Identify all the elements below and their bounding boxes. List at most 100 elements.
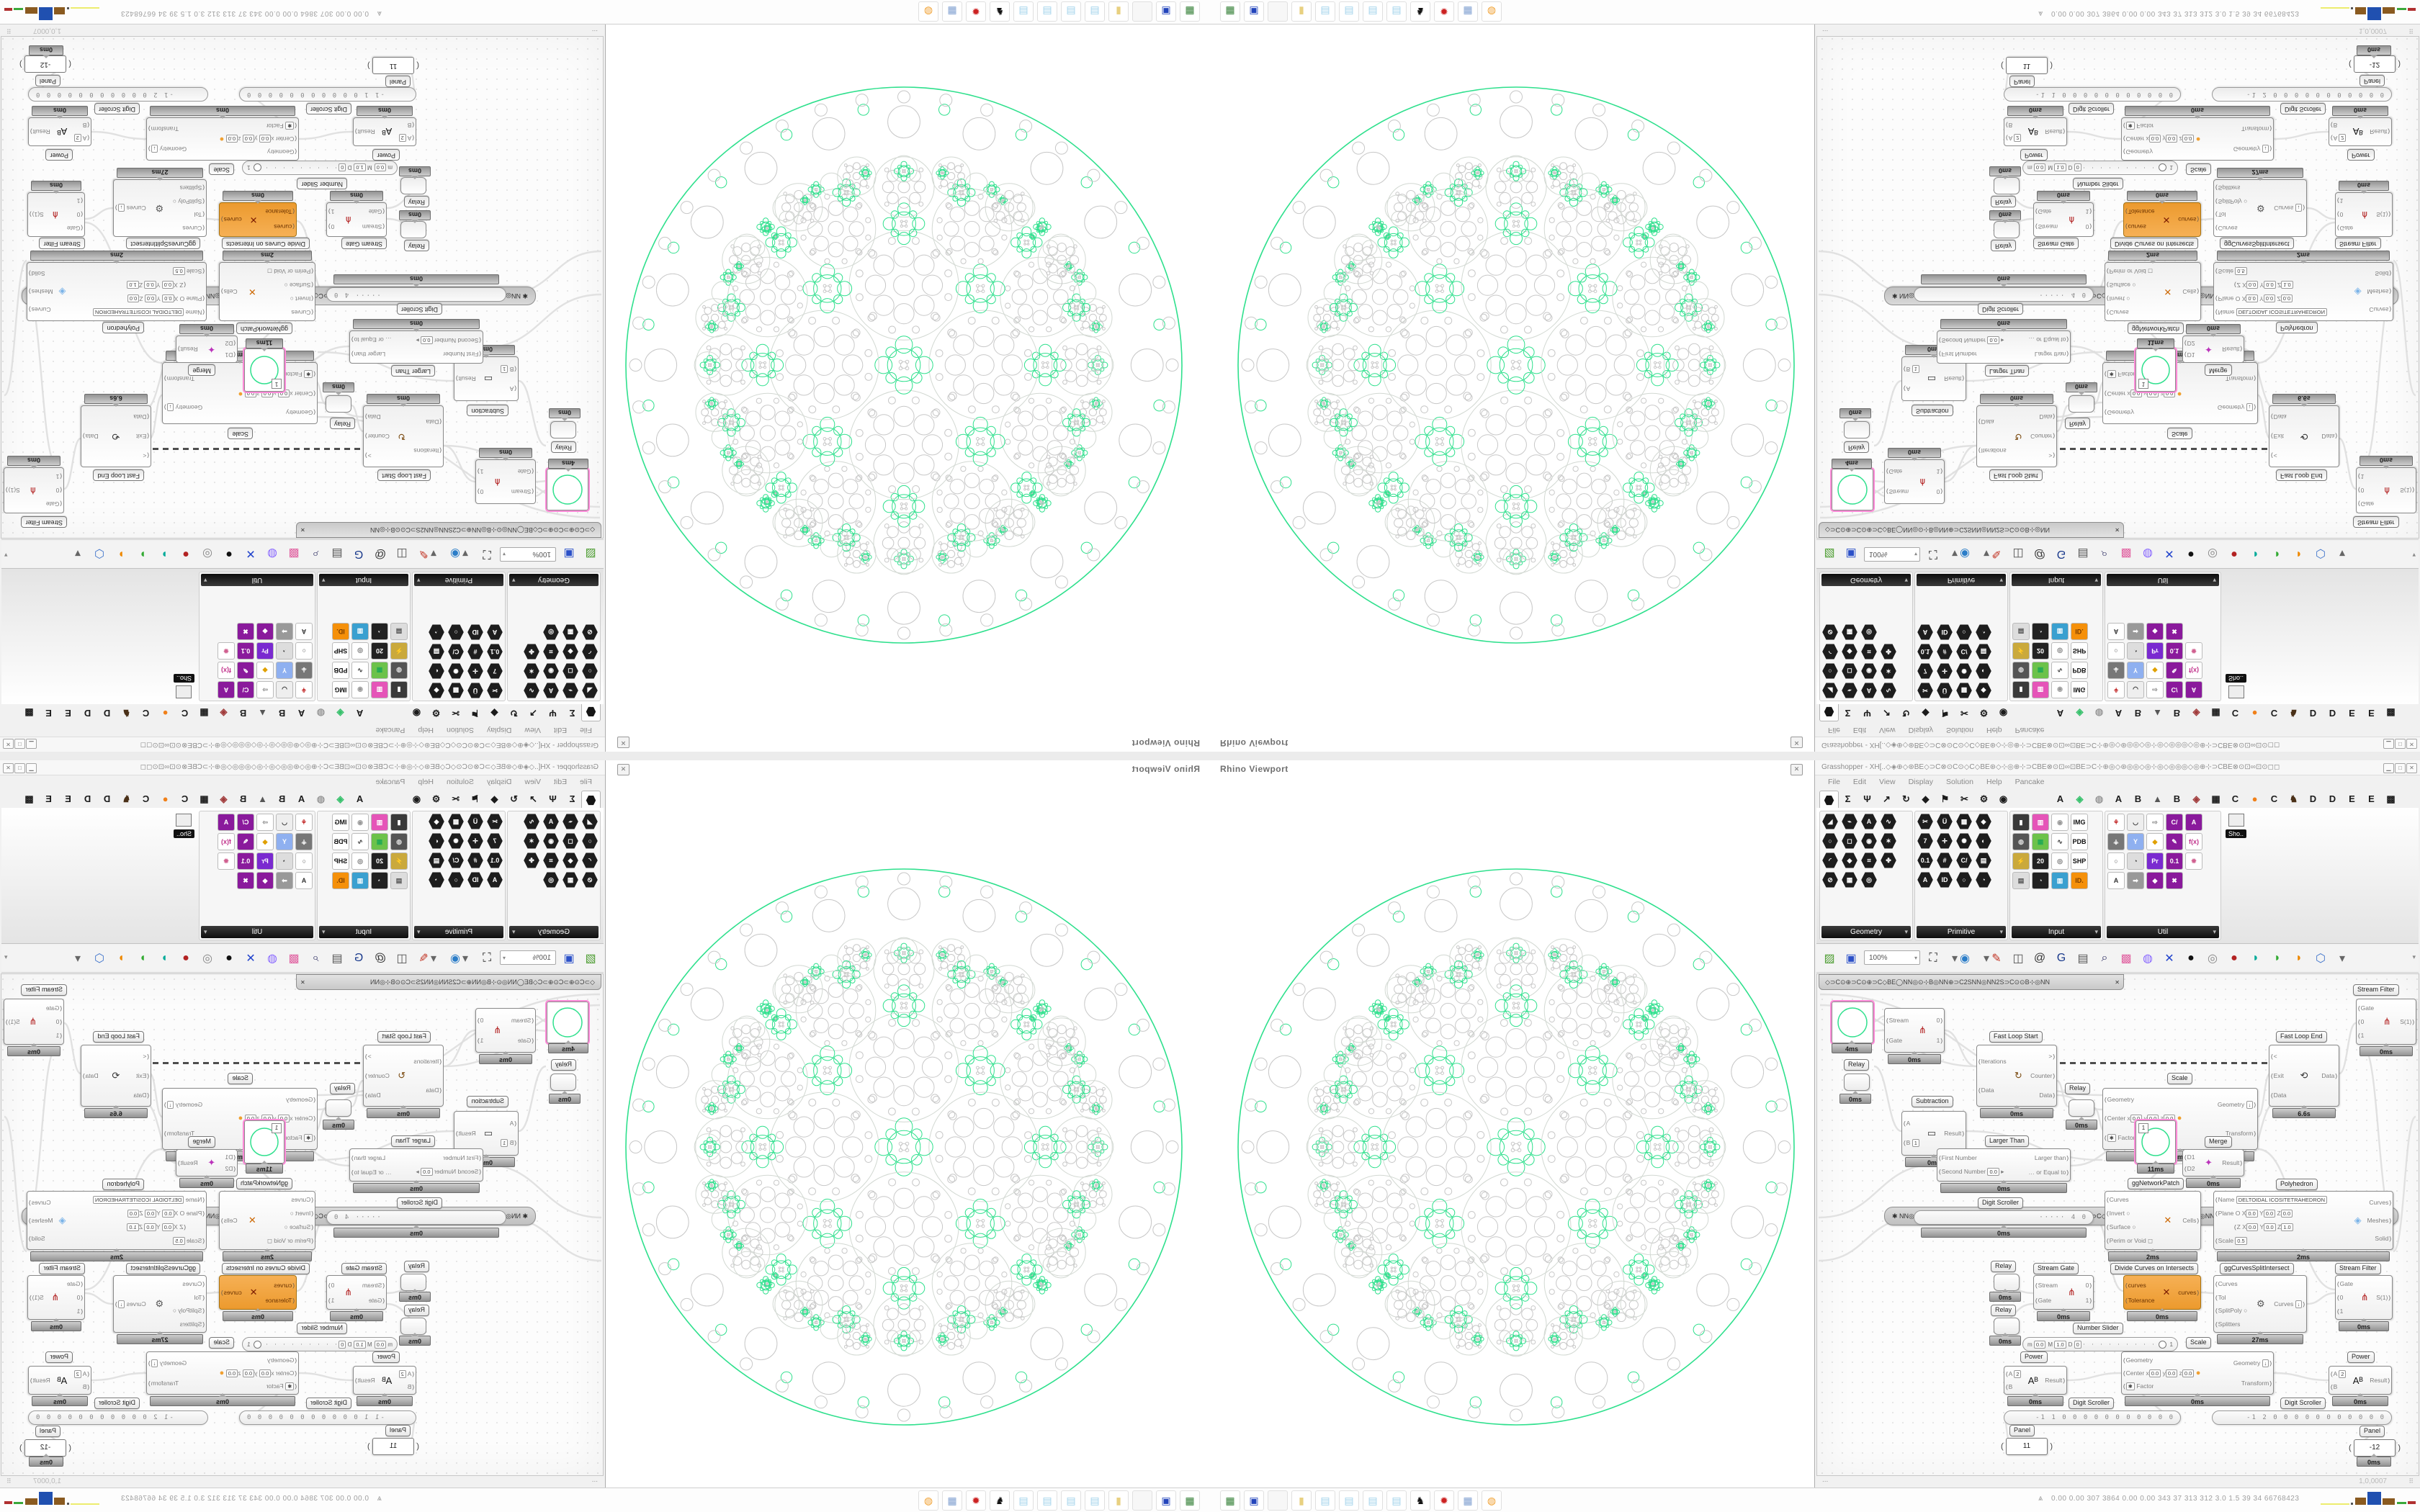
component-icon[interactable]: ⚶ <box>295 662 313 679</box>
toolbar-scroll-icon[interactable]: ▾ <box>2412 552 2416 559</box>
relay-node[interactable] <box>550 1074 576 1091</box>
component-icon[interactable]: ✂ <box>1917 683 1933 698</box>
scale-component[interactable]: GeometryCenter x0.0 y0.0 z0.0 ●✱ FactorG… <box>2102 1088 2258 1150</box>
category-tab-9[interactable]: ◉ <box>412 708 421 719</box>
category-tab-5[interactable]: ◆ <box>1922 708 1930 719</box>
node-label[interactable]: Larger Than <box>391 365 435 377</box>
component-icon[interactable]: ▦ <box>371 833 388 850</box>
component-icon[interactable]: ∿ <box>1881 814 1896 829</box>
polyhedron-component[interactable]: Name DELTOIDAL ICOSITETRAHEDRONPlane O X… <box>27 1191 207 1250</box>
component-icon[interactable]: A <box>2185 814 2202 831</box>
category-tab-2[interactable]: Ψ <box>1863 793 1871 804</box>
gh-node[interactable]: CurvesInvert ○Surface ○Perim or Void ◻✕C… <box>219 1191 315 1250</box>
input-value[interactable]: 1 <box>2138 379 2148 389</box>
node-label[interactable]: Divide Curves on Intersects <box>2110 238 2199 249</box>
category-tab-12[interactable]: ◈ <box>2076 793 2084 804</box>
gh-node[interactable]: A 2BAᴮResult <box>2004 1366 2067 1395</box>
toolbar-scroll-icon[interactable]: ▾ <box>2412 953 2416 960</box>
category-tab-0[interactable] <box>581 791 601 808</box>
scale-component[interactable]: GeometryCenter x0.0 y0.0 z0.0 ●✱ FactorG… <box>146 1351 299 1395</box>
palette-group-label[interactable]: Input ▾ <box>2012 926 2101 938</box>
toolbar-icon-6[interactable]: ▾ <box>1983 953 1990 965</box>
toolbar-icon-8[interactable]: ◫ <box>396 953 408 965</box>
node-label[interactable]: Relay <box>550 1059 576 1071</box>
toolbar-icon-16[interactable]: ● <box>2187 548 2195 560</box>
component-icon[interactable]: ▦ <box>563 624 578 640</box>
toolbar-icon-8[interactable]: ◫ <box>396 547 408 559</box>
chevron-down-icon[interactable]: ▾ <box>2094 928 2098 935</box>
component-icon[interactable]: 0.1 <box>237 852 254 870</box>
gh-node[interactable]: IterationsData↻>CounterData <box>363 1045 444 1107</box>
toolbar-icon-1[interactable]: ▣ <box>1845 953 1857 965</box>
digit-scroller-node[interactable]: -1 2 0 0 0 0 0 0 0 0 0 0 0 <box>28 1410 208 1425</box>
component-icon[interactable]: ◆ <box>256 623 274 640</box>
node-label[interactable]: ggNetworkPatch <box>236 323 292 334</box>
menu-pancake[interactable]: Pancake <box>2015 726 2045 734</box>
component-icon[interactable]: ◡ <box>2127 814 2144 831</box>
gh-node[interactable]: curvesTolerance✕curves <box>219 202 297 237</box>
category-tab-18[interactable]: ◈ <box>220 708 228 719</box>
category-tab-18[interactable]: ◈ <box>220 793 228 804</box>
document-tab[interactable]: ◇⊃C⊙⊕⊃C⊙⊕⊃C◇ΒΕ◯ΝΝ◎⊙⊹Β◎ΝΝ⊕⊃C2SΝΝ◎ΝΝ2S⊃C⊙⊙… <box>1819 974 2124 990</box>
menu-file[interactable]: File <box>1828 726 1840 734</box>
maximize-button[interactable]: □ <box>2395 739 2406 749</box>
menu-solution[interactable]: Solution <box>1946 726 1973 734</box>
component-icon[interactable]: A <box>487 624 503 640</box>
menu-help[interactable]: Help <box>418 778 434 786</box>
category-tab-17[interactable]: B <box>239 708 247 719</box>
category-tab-6[interactable]: ⚑ <box>470 793 480 804</box>
component-icon[interactable]: ○ <box>1956 872 1972 888</box>
palette-group-label[interactable]: Primitive ▾ <box>1917 926 2006 938</box>
toolbar-icon-12[interactable]: ⌕ <box>312 952 319 964</box>
relay-node[interactable] <box>326 395 351 413</box>
document-tab-close-icon[interactable]: ✕ <box>2115 979 2120 986</box>
node-label[interactable]: Merge <box>2205 364 2232 376</box>
toolbar-icon-17[interactable]: ◎ <box>202 953 212 965</box>
component-icon[interactable]: ▤ <box>390 872 408 889</box>
digit-scroller-node[interactable]: -1 2 0 0 0 0 0 0 0 0 0 0 0 <box>28 87 208 102</box>
component-icon[interactable]: ◉ <box>351 814 369 831</box>
component-icon[interactable]: ⚡ <box>390 642 408 660</box>
toolbar-icon-3[interactable]: ⛶ <box>483 952 491 964</box>
digit-scroller-node[interactable]: -1 1 0 0 0 0 0 0 0 0 0 0 0 <box>239 87 416 102</box>
node-label[interactable]: Fast Loop End <box>93 1031 144 1043</box>
node-label[interactable]: Polyhedron <box>102 322 144 333</box>
component-icon[interactable]: ◉ <box>543 663 559 679</box>
category-tab-11[interactable]: A <box>2056 793 2064 804</box>
save-floppy-icon[interactable]: ▣ <box>1156 1 1176 22</box>
component-icon[interactable]: ▦ <box>371 662 388 679</box>
digit-scroller-node[interactable]: ····· 4 0 <box>1914 1210 2094 1225</box>
blank-icon[interactable] <box>1268 1490 1288 1511</box>
grid-button[interactable]: ✱ <box>2125 1382 2135 1390</box>
orange-bottle-icon[interactable]: ◍ <box>1482 1490 1502 1511</box>
node-label[interactable]: Fast Loop Start <box>377 469 431 481</box>
component-icon[interactable]: ✶ <box>524 663 539 679</box>
component-icon[interactable]: C/ <box>1956 644 1972 660</box>
node-label[interactable]: Panel <box>35 1426 60 1437</box>
menu-pancake[interactable]: Pancake <box>375 778 405 786</box>
toolbar-icon-20[interactable]: ◗ <box>139 952 146 964</box>
component-icon[interactable]: ◎ <box>1861 624 1877 640</box>
category-tab-13[interactable]: ◍ <box>316 708 326 719</box>
node-label[interactable]: Relay <box>329 418 355 429</box>
component-icon[interactable]: ◜ <box>1822 644 1838 660</box>
toolbar-icon-22[interactable]: ⬡ <box>94 953 104 965</box>
component-icon[interactable]: 0.1 <box>487 852 503 868</box>
viewport-canvas[interactable] <box>610 778 1206 1485</box>
category-tab-26[interactable]: E <box>65 708 71 719</box>
node-label[interactable]: ggCurvesSplitIntersect <box>2220 238 2294 249</box>
component-icon[interactable]: ▥ <box>371 681 388 698</box>
component-icon[interactable]: ▩ <box>448 814 464 829</box>
category-tab-15[interactable]: B <box>2134 708 2142 719</box>
component-icon[interactable]: ⚘ <box>295 814 313 831</box>
maximize-button[interactable]: □ <box>14 739 25 749</box>
grasshopper-titlebar[interactable]: Grasshopper - XH[..◇◈⊕◇⊛ΒΕ◇⊃C⊗⊙C⊙◇C◇ΒΕ⊛◇… <box>0 737 605 752</box>
component-icon[interactable]: ➡ <box>2127 872 2144 889</box>
toolbar-icon-5[interactable]: ◉ <box>1960 953 1970 965</box>
component-icon[interactable]: ✶ <box>1881 833 1896 849</box>
component-icon[interactable]: ✛ <box>467 663 483 679</box>
category-tab-3[interactable]: ↗ <box>529 708 537 719</box>
gh-node[interactable]: curvesTolerance✕curves <box>219 1275 297 1310</box>
component-icon[interactable]: ▦ <box>563 872 578 888</box>
toolbar-icon-21[interactable]: ◗ <box>117 952 125 964</box>
